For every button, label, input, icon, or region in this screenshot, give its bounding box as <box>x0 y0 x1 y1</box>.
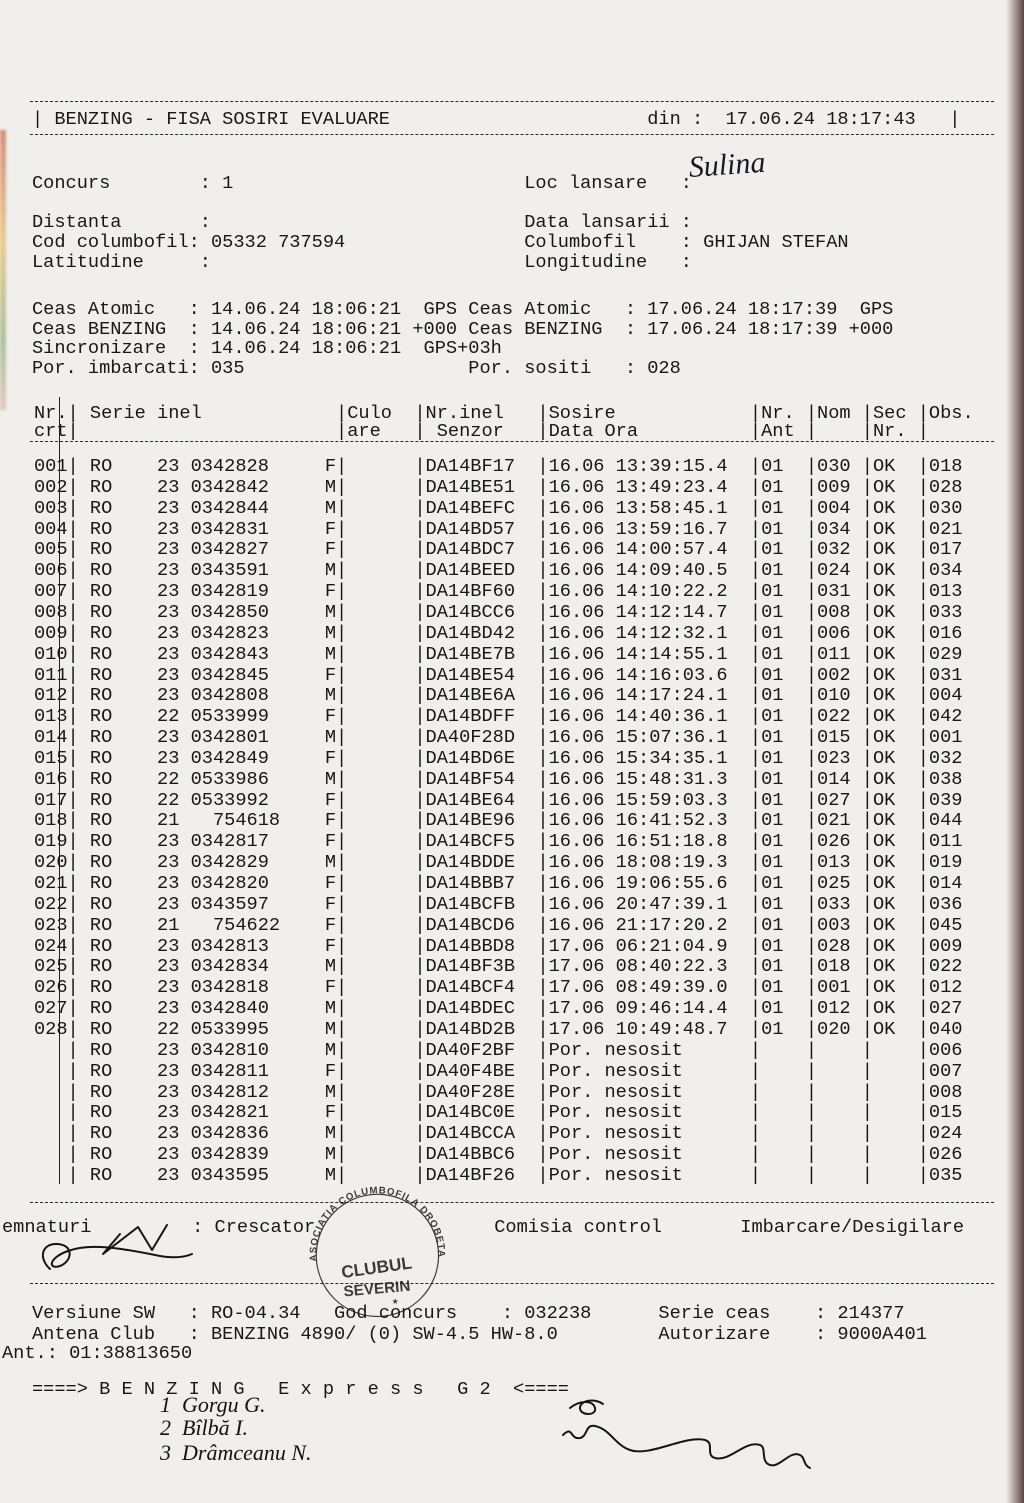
svg-text:★: ★ <box>392 1297 399 1306</box>
svg-text:ASOCIATIA COLUMBOFILA DROBETA: ASOCIATIA COLUMBOFILA DROBETA <box>308 1185 446 1262</box>
svg-text:CLUBUL: CLUBUL <box>340 1252 414 1282</box>
svg-text:SEVERIN: SEVERIN <box>343 1278 411 1301</box>
